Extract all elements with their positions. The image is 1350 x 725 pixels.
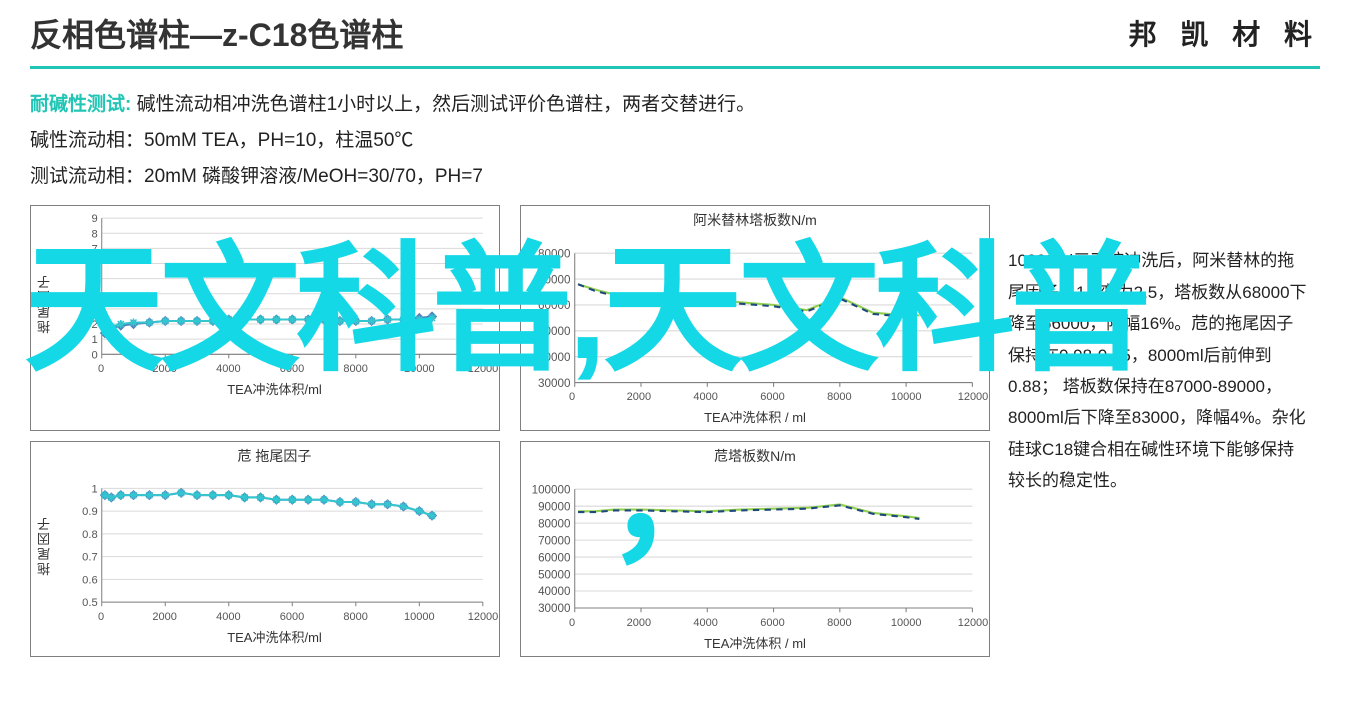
description-block: 耐碱性测试: 碱性流动相冲洗色谱柱1小时以上，然后测试评价色谱柱，两者交替进行。… — [0, 87, 1350, 195]
svg-text:90000: 90000 — [538, 501, 571, 514]
svg-text:70000: 70000 — [538, 535, 571, 548]
header: 反相色谱柱—z-C18色谱柱 邦 凯 材 料 — [0, 0, 1350, 56]
svg-text:0.5: 0.5 — [82, 598, 98, 610]
svg-text:100000: 100000 — [532, 484, 571, 497]
svg-text:30000: 30000 — [538, 603, 571, 616]
side-commentary: 10000ml三乙胺冲洗后，阿米替林的拖尾因子从1.4变为2.5，塔板数从680… — [1008, 205, 1308, 657]
desc-line-1: 耐碱性测试: 碱性流动相冲洗色谱柱1小时以上，然后测试评价色谱柱，两者交替进行。 — [30, 87, 1320, 123]
chart-plates-2: 苊塔板数N/m300004000050000600007000080000900… — [520, 441, 990, 656]
svg-text:9: 9 — [91, 213, 97, 225]
svg-text:50000: 50000 — [538, 325, 571, 338]
svg-text:8: 8 — [91, 229, 97, 241]
svg-text:2: 2 — [91, 319, 97, 331]
svg-text:0: 0 — [91, 350, 97, 362]
svg-text:0.8: 0.8 — [82, 529, 98, 541]
svg-text:4: 4 — [91, 289, 97, 301]
svg-text:40000: 40000 — [538, 351, 571, 364]
desc-line-2: 碱性流动相：50mM TEA，PH=10，柱温50℃ — [30, 123, 1320, 159]
svg-text:0.7: 0.7 — [82, 552, 98, 564]
svg-text:40000: 40000 — [538, 586, 571, 599]
svg-text:60000: 60000 — [538, 552, 571, 565]
page-title: 反相色谱柱—z-C18色谱柱 — [30, 10, 403, 56]
desc-line-3: 测试流动相：20mM 磷酸钾溶液/MeOH=30/70，PH=7 — [30, 159, 1320, 195]
svg-text:1: 1 — [91, 484, 97, 496]
svg-text:3: 3 — [91, 304, 97, 316]
svg-text:5: 5 — [91, 274, 97, 286]
chart-plates-1: 阿米替林塔板数N/m300004000050000600007000080000… — [520, 205, 990, 431]
svg-text:80000: 80000 — [538, 518, 571, 531]
svg-text:70000: 70000 — [538, 274, 571, 287]
content-area: 拖尾因子012345678902000400060008000100001200… — [0, 195, 1350, 657]
svg-text:0.6: 0.6 — [82, 575, 98, 587]
svg-text:50000: 50000 — [538, 569, 571, 582]
svg-text:7: 7 — [91, 244, 97, 256]
svg-text:0.9: 0.9 — [82, 506, 98, 518]
chart-tailing-1: 拖尾因子012345678902000400060008000100001200… — [30, 205, 500, 431]
brand-logo: 邦 凯 材 料 — [1129, 13, 1320, 53]
svg-text:1: 1 — [91, 335, 97, 347]
svg-text:6: 6 — [91, 259, 97, 271]
svg-text:60000: 60000 — [538, 299, 571, 312]
desc-label: 耐碱性测试: — [30, 94, 131, 115]
title-rule — [30, 66, 1320, 69]
svg-text:80000: 80000 — [538, 248, 571, 261]
chart-tailing-2: 拖尾因子苊 拖尾因子0.50.60.70.80.9102000400060008… — [30, 441, 500, 656]
charts-grid: 拖尾因子012345678902000400060008000100001200… — [30, 205, 990, 657]
svg-text:30000: 30000 — [538, 377, 571, 390]
